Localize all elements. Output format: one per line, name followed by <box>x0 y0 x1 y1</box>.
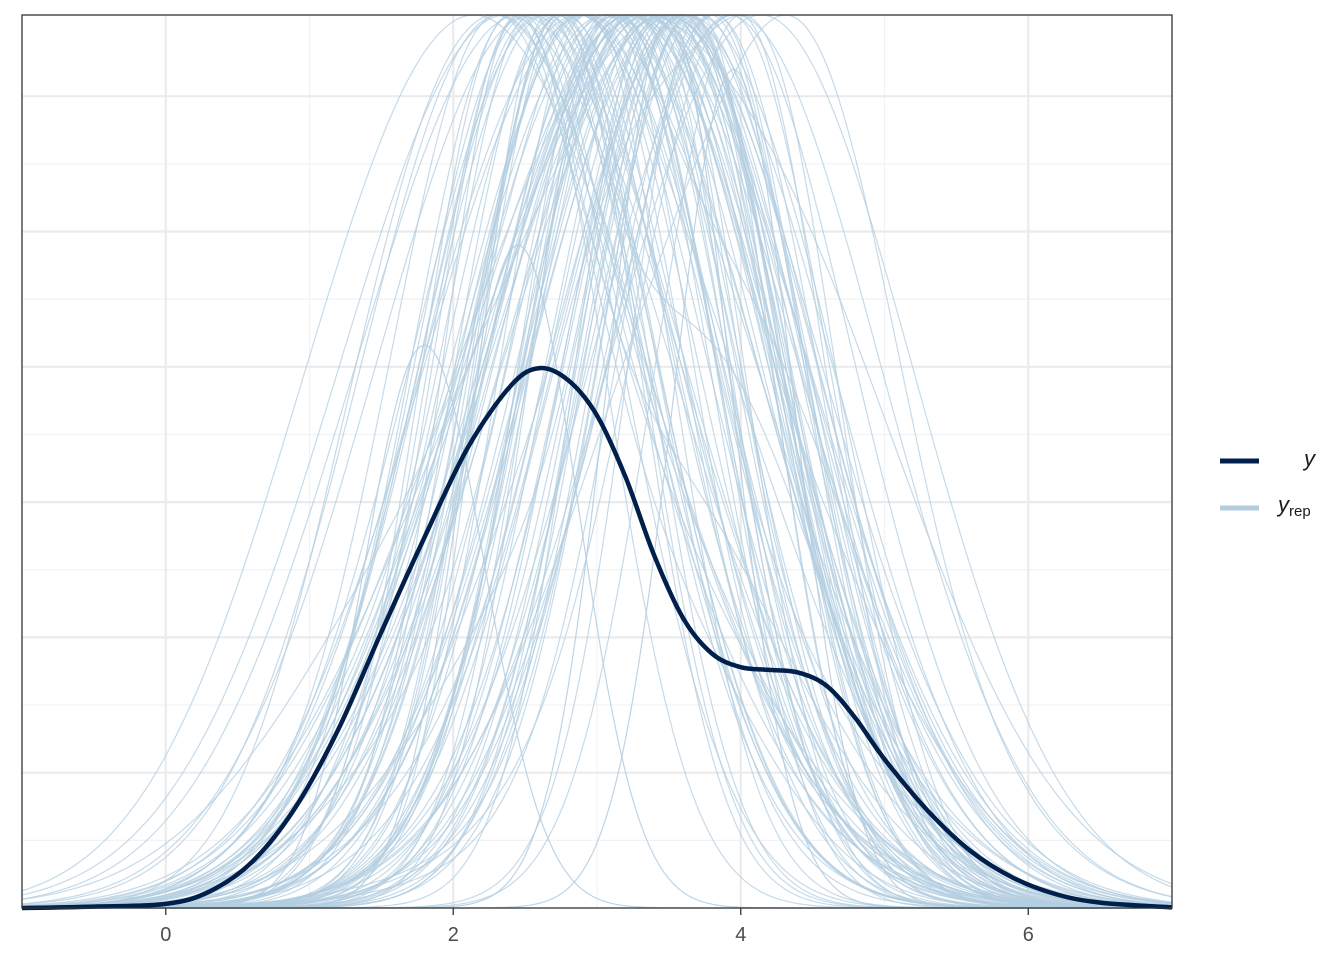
yrep-line <box>21 14 1172 909</box>
x-tick-label: 2 <box>448 924 459 946</box>
yrep-line <box>21 14 1173 908</box>
yrep-line <box>22 14 1173 909</box>
legend-label-y: y <box>1302 446 1317 471</box>
y-series <box>21 365 1173 911</box>
legend-label-yrep-subscript: rep <box>1289 503 1311 520</box>
yrep-line <box>21 14 1172 909</box>
yrep-line <box>21 14 1172 909</box>
x-tick-label: 6 <box>1023 924 1034 946</box>
yrep-line <box>22 14 1173 909</box>
legend: y yrep <box>1220 446 1317 520</box>
x-axis: 0 2 4 6 <box>160 908 1034 946</box>
legend-label-yrep-main: y <box>1276 492 1291 517</box>
yrep-line <box>22 14 1172 909</box>
yrep-line <box>21 14 1172 909</box>
x-tick-label: 0 <box>160 924 171 946</box>
legend-label-yrep: yrep <box>1276 492 1311 520</box>
panel-border <box>21 14 1173 909</box>
yrep-line <box>22 14 1172 909</box>
y-line <box>21 365 1173 911</box>
x-tick-label: 4 <box>735 924 746 946</box>
yrep-line <box>21 14 1173 909</box>
